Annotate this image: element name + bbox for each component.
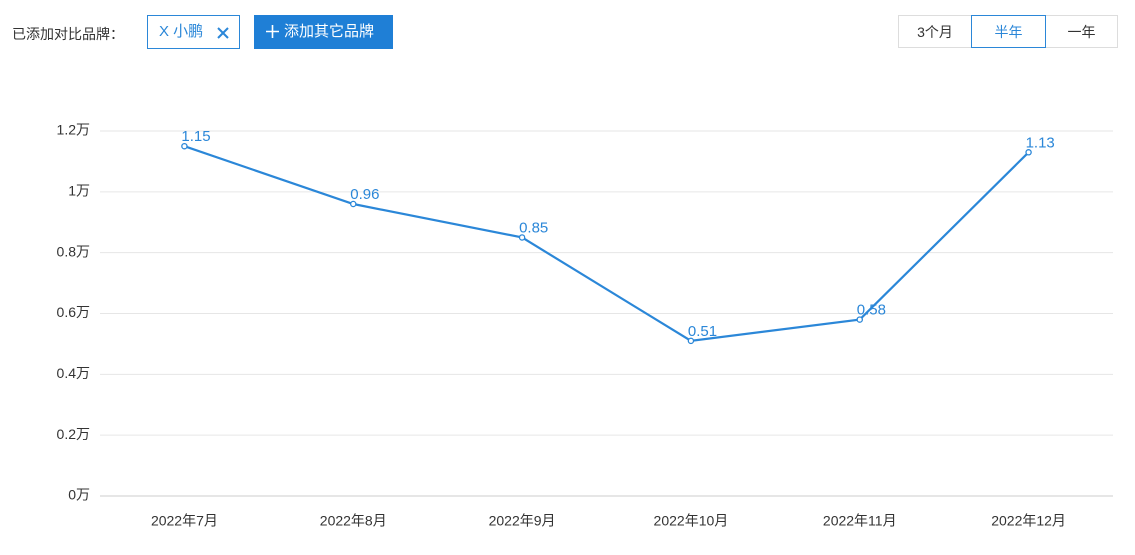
x-tick-label: 2022年8月	[320, 513, 387, 529]
add-brand-button[interactable]: 添加其它品牌	[254, 15, 393, 49]
brand-tag-text: X 小鹏	[159, 23, 204, 40]
point	[349, 200, 357, 208]
y-tick-label: 1万	[68, 183, 90, 199]
y-tick-label: 0万	[68, 487, 90, 503]
point	[687, 337, 695, 345]
x-tick-label: 2022年11月	[823, 513, 897, 529]
x-tick-label: 2022年9月	[489, 513, 556, 529]
plus-icon	[266, 25, 279, 38]
value-label: 1.13	[1026, 134, 1055, 151]
x-tick-label: 2022年7月	[151, 513, 218, 529]
value-label: 0.85	[519, 219, 548, 236]
x-tick-label: 2022年12月	[991, 513, 1066, 529]
point	[856, 316, 864, 323]
point	[518, 234, 526, 241]
value-label: 0.96	[350, 186, 379, 203]
value-label: 1.15	[181, 128, 210, 145]
range-button[interactable]: 一年	[1045, 15, 1118, 48]
series-line	[184, 145, 1030, 343]
remove-icon[interactable]	[217, 27, 229, 39]
y-tick-label: 0.4万	[57, 365, 90, 381]
y-tick-label: 0.6万	[57, 304, 90, 320]
value-label: 0.51	[688, 323, 717, 340]
point	[1025, 149, 1032, 156]
x-tick-label: 2022年10月	[654, 513, 729, 529]
add-brand-text: 添加其它品牌	[284, 23, 375, 40]
range-button[interactable]: 半年	[971, 15, 1046, 48]
value-label: 0.58	[857, 302, 886, 319]
range-button[interactable]: 3个月	[898, 15, 972, 48]
y-tick-label: 0.8万	[57, 243, 90, 259]
point	[181, 142, 188, 150]
brand-tag[interactable]: X 小鹏	[147, 15, 240, 49]
y-tick-label: 1.2万	[57, 122, 90, 138]
y-tick-label: 0.2万	[57, 426, 90, 442]
compare-label: 已添加对比品牌：	[12, 26, 124, 42]
